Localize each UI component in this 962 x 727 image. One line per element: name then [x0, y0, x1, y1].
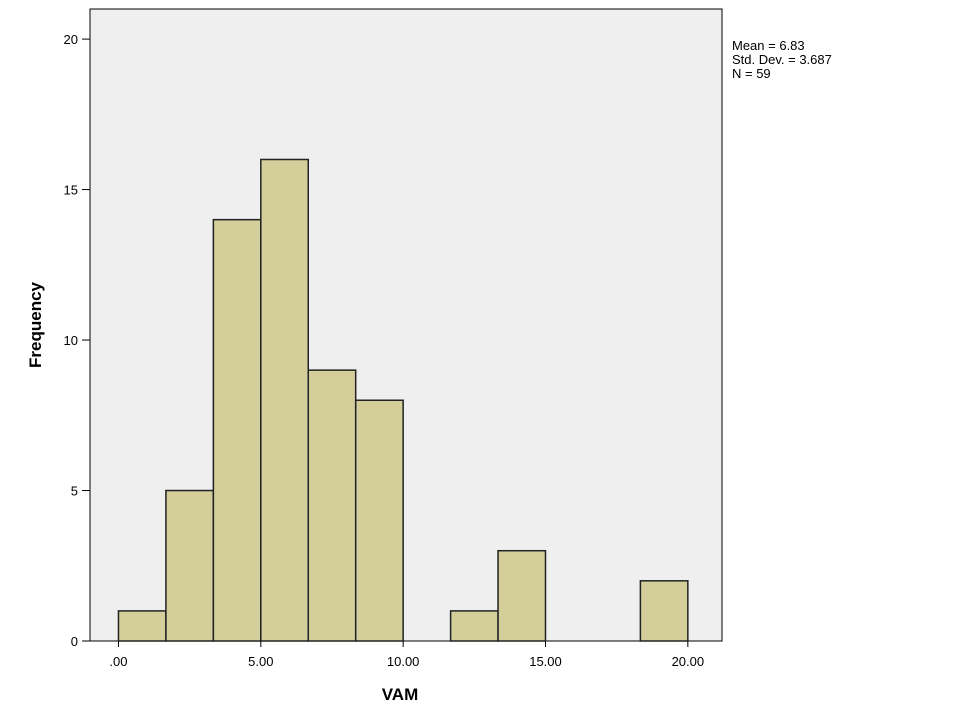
y-tick-label: 20: [64, 32, 78, 47]
y-axis: 0 5 10 15 20: [64, 32, 90, 649]
y-tick-label: 10: [64, 333, 78, 348]
x-tick-label: 10.00: [387, 654, 420, 669]
histogram-bar: [449, 610, 499, 642]
histogram-bar: [165, 489, 215, 642]
stat-mean: Mean = 6.83: [732, 38, 805, 53]
histogram-bar: [260, 158, 310, 642]
x-tick-label: 5.00: [248, 654, 273, 669]
x-tick-label: 15.00: [529, 654, 562, 669]
stat-std-dev: Std. Dev. = 3.687: [732, 52, 832, 67]
histogram-bar: [497, 549, 547, 642]
histogram-bar: [354, 399, 404, 642]
histogram-bar: [307, 369, 357, 642]
stat-n: N = 59: [732, 66, 771, 81]
stats-legend: Mean = 6.83 Std. Dev. = 3.687 N = 59: [732, 39, 832, 81]
y-tick-label: 5: [71, 484, 78, 499]
x-tick-label: 20.00: [672, 654, 705, 669]
histogram-bar: [639, 580, 689, 642]
histogram-bar: [117, 610, 167, 642]
y-axis-title: Frequency: [26, 281, 45, 368]
x-tick-label: .00: [109, 654, 127, 669]
x-axis-title: VAM: [382, 685, 419, 704]
x-axis: .00 5.00 10.00 15.00 20.00: [109, 641, 704, 669]
y-tick-label: 0: [71, 634, 78, 649]
y-tick-label: 15: [64, 183, 78, 198]
histogram-bar: [212, 218, 262, 642]
